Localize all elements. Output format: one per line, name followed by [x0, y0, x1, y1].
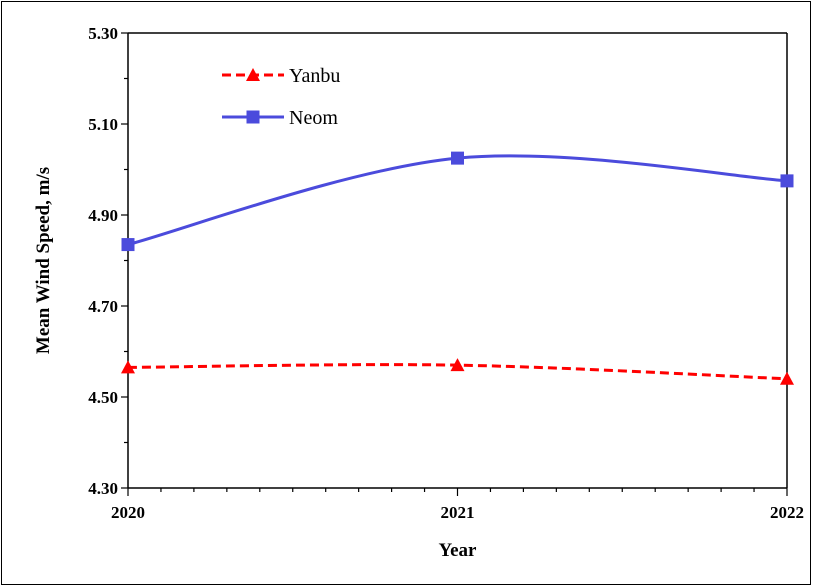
data-point-yanbu [450, 358, 465, 372]
y-tick-label: 5.10 [88, 115, 118, 134]
x-tick-label: 2022 [770, 503, 804, 522]
legend-marker-yanbu [246, 68, 260, 81]
y-tick-label: 4.90 [88, 206, 118, 225]
legend-label-yanbu: Yanbu [289, 65, 340, 87]
data-point-yanbu [780, 371, 794, 385]
data-point-neom [121, 238, 135, 252]
y-tick-label: 4.30 [88, 479, 118, 498]
data-point-neom [451, 151, 464, 165]
series-layer [121, 151, 794, 385]
legend: Yanbu Neom [222, 65, 340, 129]
y-tick-label: 4.70 [88, 297, 118, 316]
axes: 4.30 4.50 4.70 4.90 5.10 5.30 2020 2021 2022 [88, 24, 804, 522]
x-tick-label: 2021 [441, 503, 475, 522]
y-tick-label: 5.30 [88, 24, 118, 43]
series-line-neom [127, 154, 788, 247]
y-tick-label: 4.50 [88, 388, 118, 407]
y-axis-title: Mean Wind Speed, m/s [33, 167, 54, 354]
legend-label-neom: Neom [289, 107, 338, 129]
legend-marker-neom [246, 110, 260, 124]
x-tick-label: 2020 [111, 503, 145, 522]
data-point-yanbu [121, 360, 135, 374]
data-point-neom [780, 174, 794, 188]
x-axis-title: Year [439, 540, 478, 561]
